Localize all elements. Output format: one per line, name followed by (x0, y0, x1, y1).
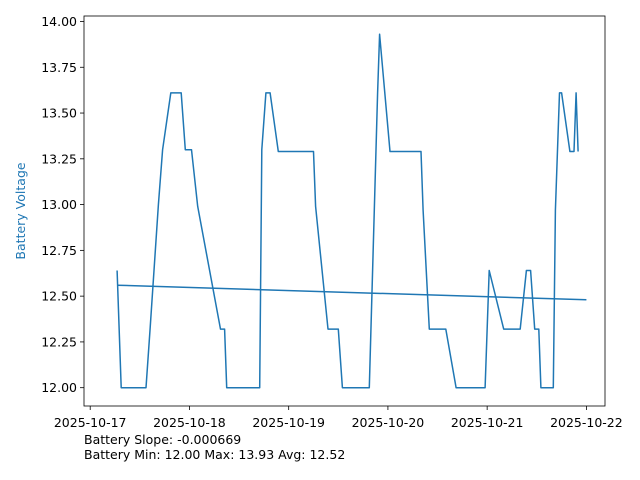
y-axis-label: Battery Voltage (13, 162, 28, 259)
y-axis-ticks: 12.00 12.25 12.50 12.75 13.00 13.25 13.50 13.75… (41, 14, 84, 395)
battery-trend-line (117, 284, 587, 301)
x-tick-label: 2025-10-19 (252, 415, 325, 430)
x-tick-label: 2025-10-17 (54, 415, 127, 430)
y-tick-label: 12.00 (41, 380, 77, 395)
battery-voltage-series-line (116, 33, 579, 389)
battery-min-max-avg-text: Battery Min: 12.00 Max: 13.93 Avg: 12.52 (84, 447, 346, 462)
y-tick-label: 12.50 (41, 289, 77, 304)
plot-frame (83, 15, 606, 407)
y-tick-label: 12.25 (41, 334, 77, 349)
x-axis-ticks: 2025-10-17 2025-10-18 2025-10-19 2025-10-20… (54, 406, 623, 430)
y-tick-label: 13.50 (41, 106, 77, 121)
series-layer (116, 33, 587, 389)
stats-text: Battery Slope: -0.000669 Battery Min: 12.… (84, 432, 345, 462)
y-tick-label: 12.75 (41, 243, 77, 258)
x-tick-label: 2025-10-18 (153, 415, 226, 430)
battery-slope-text: Battery Slope: -0.000669 (84, 432, 242, 447)
y-tick-label: 13.00 (41, 197, 77, 212)
y-tick-label: 13.25 (41, 151, 77, 166)
y-tick-label: 14.00 (41, 14, 77, 29)
x-tick-label: 2025-10-22 (550, 415, 623, 430)
x-tick-label: 2025-10-20 (352, 415, 425, 430)
x-tick-label: 2025-10-21 (451, 415, 524, 430)
y-tick-label: 13.75 (41, 60, 77, 75)
